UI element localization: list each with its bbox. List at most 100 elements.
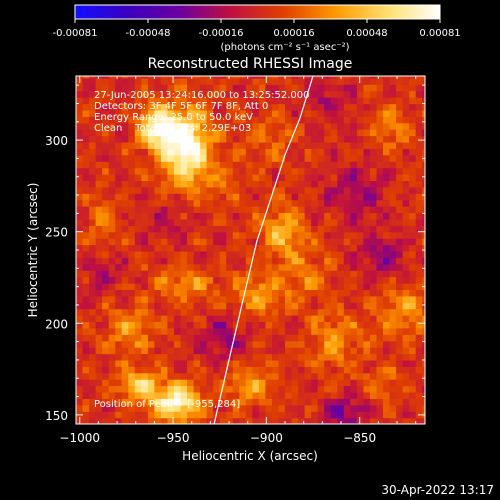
heatmap-cell: [193, 238, 201, 246]
heatmap-cell: [213, 238, 221, 246]
heatmap-cell: [422, 263, 425, 271]
heatmap-cell: [363, 141, 371, 149]
heatmap-cell: [174, 372, 182, 380]
heatmap-cell: [206, 391, 214, 399]
heatmap-cell: [174, 97, 182, 105]
heatmap-cell: [200, 141, 208, 149]
heatmap-cell: [402, 90, 410, 98]
heatmap-cell: [134, 122, 142, 130]
heatmap-cell: [232, 340, 240, 348]
heatmap-cell: [350, 302, 358, 310]
heatmap-cell: [95, 283, 103, 291]
heatmap-cell: [396, 77, 404, 85]
heatmap-cell: [369, 321, 378, 329]
heatmap-cell: [356, 231, 365, 239]
heatmap-cell: [115, 321, 123, 329]
heatmap-cell: [108, 302, 116, 310]
heatmap-cell: [422, 244, 425, 252]
heatmap-cell: [330, 206, 338, 214]
heatmap-cell: [396, 340, 404, 348]
heatmap-cell: [265, 398, 273, 406]
heatmap-cell: [285, 353, 293, 361]
heatmap-cell: [369, 257, 378, 265]
heatmap-cell: [285, 161, 293, 169]
heatmap-cell: [337, 199, 345, 207]
heatmap-cell: [232, 135, 240, 143]
heatmap-cell: [324, 321, 332, 329]
heatmap-cell: [76, 270, 84, 278]
heatmap-cell: [324, 135, 332, 143]
heatmap-cell: [187, 302, 195, 310]
heatmap-cell: [174, 359, 182, 367]
heatmap-cell: [278, 379, 286, 387]
heatmap-cell: [324, 398, 332, 406]
heatmap-cell: [147, 174, 156, 182]
heatmap-cell: [311, 218, 319, 226]
heatmap-cell: [356, 225, 365, 233]
heatmap-cell: [95, 244, 103, 252]
heatmap-cell: [317, 347, 325, 355]
heatmap-cell: [154, 238, 162, 246]
heatmap-cell: [160, 398, 169, 406]
heatmap-cell: [389, 398, 397, 406]
heatmap-cell: [376, 109, 384, 117]
heatmap-cell: [213, 167, 221, 175]
heatmap-cell: [311, 109, 319, 117]
heatmap-cell: [330, 180, 338, 188]
heatmap-cell: [272, 135, 280, 143]
heatmap-cell: [272, 302, 280, 310]
heatmap-cell: [330, 321, 338, 329]
heatmap-cell: [245, 174, 253, 182]
heatmap-cell: [89, 225, 97, 233]
heatmap-cell: [298, 404, 306, 412]
heatmap-cell: [206, 97, 214, 105]
heatmap-cell: [376, 398, 384, 406]
heatmap-cell: [311, 359, 319, 367]
heatmap-cell: [304, 250, 312, 258]
heatmap-cell: [167, 417, 175, 424]
heatmap-cell: [174, 174, 182, 182]
heatmap-cell: [356, 97, 365, 105]
heatmap-cell: [278, 122, 286, 130]
heatmap-cell: [258, 263, 267, 271]
heatmap-cell: [160, 283, 169, 291]
heatmap-cell: [200, 263, 208, 271]
y-tick-label: 300: [45, 134, 68, 148]
heatmap-cell: [369, 109, 378, 117]
heatmap-cell: [134, 263, 142, 271]
heatmap-cell: [219, 77, 227, 85]
heatmap-cell: [383, 212, 391, 220]
heatmap-cell: [160, 167, 169, 175]
heatmap-cell: [272, 347, 280, 355]
heatmap-cell: [167, 186, 175, 194]
heatmap-cell: [356, 199, 365, 207]
heatmap-cell: [330, 308, 338, 316]
heatmap-cell: [76, 180, 84, 188]
heatmap-cell: [245, 379, 253, 387]
heatmap-cell: [285, 122, 293, 130]
heatmap-cell: [89, 77, 97, 85]
heatmap-cell: [134, 154, 142, 162]
heatmap-cell: [160, 122, 169, 130]
heatmap-cell: [200, 76, 208, 79]
heatmap-cell: [258, 302, 267, 310]
heatmap-cell: [369, 295, 378, 303]
heatmap-cell: [95, 302, 103, 310]
heatmap-cell: [239, 315, 247, 323]
heatmap-cell: [337, 174, 345, 182]
heatmap-cell: [383, 391, 391, 399]
heatmap-cell: [141, 225, 149, 233]
heatmap-cell: [343, 206, 351, 214]
heatmap-cell: [396, 218, 404, 226]
heatmap-cell: [311, 206, 319, 214]
heatmap-cell: [206, 135, 214, 143]
heatmap-cell: [187, 340, 195, 348]
heatmap-cell: [232, 391, 240, 399]
heatmap-cell: [121, 366, 129, 374]
heatmap-cell: [82, 411, 90, 419]
heatmap-cell: [167, 411, 175, 419]
heatmap-cell: [239, 276, 247, 284]
heatmap-cell: [147, 238, 156, 246]
heatmap-cell: [128, 193, 136, 201]
heatmap-cell: [213, 347, 221, 355]
